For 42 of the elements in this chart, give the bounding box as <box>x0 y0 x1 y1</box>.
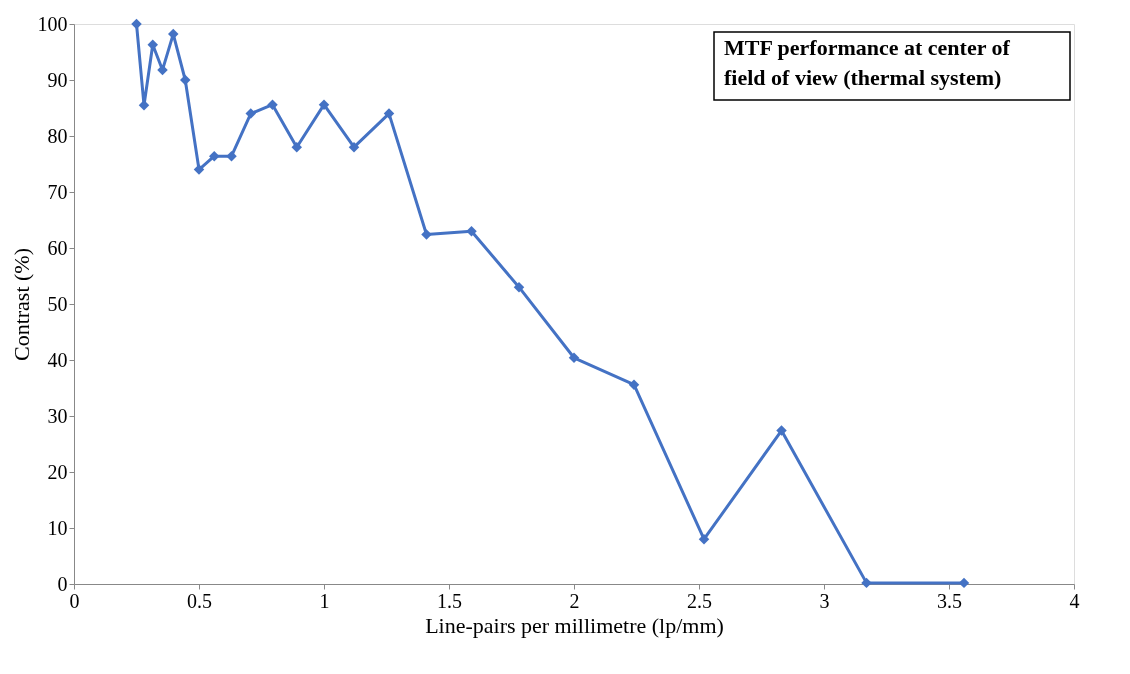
annotation: MTF performance at center of field of view (thermal system) <box>724 35 1011 90</box>
point <box>157 64 168 76</box>
point <box>348 141 360 153</box>
y-tick-label: 70 <box>47 180 68 203</box>
point <box>291 141 302 153</box>
point <box>776 425 787 436</box>
x-tick-label: 2 <box>569 589 580 612</box>
point <box>209 150 220 162</box>
point <box>131 18 142 30</box>
point <box>245 108 256 119</box>
y-tick-label: 10 <box>47 516 68 539</box>
point <box>513 281 525 293</box>
point <box>193 164 205 175</box>
point <box>318 99 330 110</box>
point <box>698 533 710 545</box>
point <box>267 99 278 110</box>
y-tick-label: 60 <box>47 236 68 259</box>
x-tick-label: 2.5 <box>687 589 712 612</box>
x-tick-label: 4 <box>1069 589 1080 612</box>
x-axis-title: Line-pairs per millimetre (lp/mm) <box>425 612 724 638</box>
point <box>466 225 477 237</box>
y-tick-label: 90 <box>47 68 68 91</box>
y-tick-label: 100 <box>37 12 68 35</box>
x-tick-label: 1.5 <box>437 589 462 612</box>
point <box>226 150 237 162</box>
x-tick-label: 1 <box>319 589 330 612</box>
y-tick-label: 80 <box>47 124 68 147</box>
y-tick-label: 40 <box>47 348 68 371</box>
y-tick-label: 50 <box>47 292 68 315</box>
y-tick-label: 0 <box>57 572 68 595</box>
x-tick-label: 3.5 <box>937 589 962 612</box>
y-axis-title: Contrast (%) <box>8 247 34 362</box>
x-tick-label: 3 <box>819 589 830 612</box>
point <box>628 379 640 390</box>
point <box>861 577 872 589</box>
y-tick-label: 20 <box>47 460 68 483</box>
y-tick-label: 30 <box>47 404 68 427</box>
point <box>180 74 191 86</box>
point <box>383 108 395 119</box>
x-tick-label: 0.5 <box>187 589 212 612</box>
point <box>421 229 432 240</box>
point <box>568 352 580 363</box>
